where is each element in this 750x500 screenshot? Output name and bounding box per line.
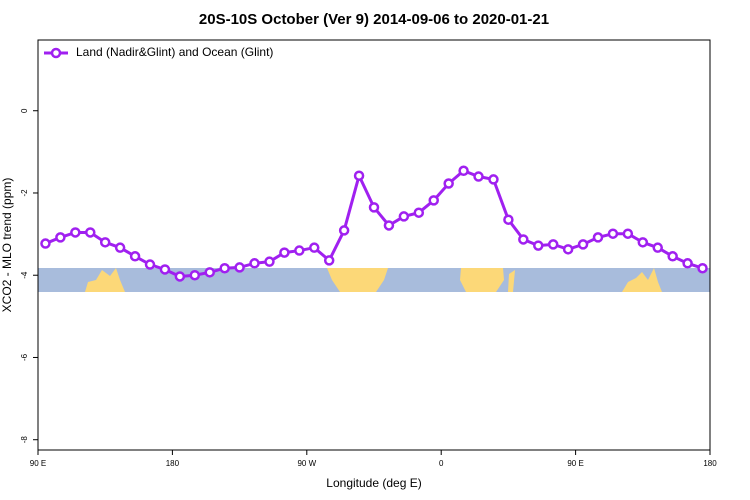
data-point <box>249 258 260 269</box>
plot-frame <box>37 39 711 451</box>
data-point <box>652 242 663 253</box>
data-point <box>398 211 410 222</box>
data-point <box>279 247 290 258</box>
data-point <box>533 240 544 251</box>
legend-label: Land (Nadir&Glint) and Ocean (Glint) <box>76 45 273 59</box>
data-point <box>174 271 186 282</box>
y-axis-label: XCO2 - MLO trend (ppm) <box>0 178 14 313</box>
data-point <box>413 207 425 218</box>
data-point <box>144 259 156 270</box>
data-point <box>682 258 693 269</box>
y-tick-label: -6 <box>20 353 29 361</box>
data-point <box>622 228 634 239</box>
data-point <box>99 237 111 248</box>
data-point <box>488 174 499 185</box>
data-point <box>577 239 589 250</box>
data-point <box>55 232 66 243</box>
x-tick-label: 90 E <box>30 459 46 468</box>
data-point <box>204 267 215 278</box>
x-tick-label: 0 <box>439 459 444 468</box>
data-point <box>70 227 81 238</box>
data-point <box>353 170 365 181</box>
data-point <box>562 244 574 255</box>
x-tick-label: 90 E <box>567 459 583 468</box>
x-axis-label: Longitude (deg E) <box>326 476 421 490</box>
data-point <box>129 251 141 262</box>
data-point <box>219 262 230 274</box>
data-point <box>189 269 201 281</box>
data-point <box>338 225 350 236</box>
x-tick-label: 180 <box>703 459 717 468</box>
y-tick-label: 0 <box>20 108 29 113</box>
legend: Land (Nadir&Glint) and Ocean (Glint) <box>44 45 273 59</box>
data-point <box>264 256 275 267</box>
data-point <box>697 262 708 274</box>
data-point <box>667 251 678 262</box>
data-point <box>503 214 514 225</box>
x-tick-label: 90 W <box>297 459 316 468</box>
data-point <box>637 237 649 248</box>
data-point <box>368 202 380 213</box>
y-tick-label: -4 <box>20 271 29 279</box>
data-point <box>428 195 439 206</box>
data-point <box>234 262 245 273</box>
series-line <box>44 169 704 278</box>
data-point <box>518 234 529 245</box>
data-point <box>547 239 559 250</box>
y-tick-label: -2 <box>20 189 29 197</box>
data-point <box>473 171 484 182</box>
data-point <box>607 228 619 239</box>
legend-marker <box>50 47 62 59</box>
map-strip <box>38 268 710 292</box>
data-point <box>40 238 51 249</box>
data-point <box>114 242 126 253</box>
data-point <box>294 245 305 256</box>
data-point <box>443 178 454 189</box>
data-point <box>159 264 171 275</box>
data-point <box>323 255 335 266</box>
data-point <box>309 242 320 253</box>
data-point <box>383 220 395 231</box>
data-point <box>592 232 604 243</box>
data-point <box>85 227 96 238</box>
data-point <box>458 165 469 177</box>
chart-title: 20S-10S October (Ver 9) 2014-09-06 to 20… <box>199 11 549 28</box>
y-tick-label: -8 <box>20 436 29 444</box>
x-tick-label: 180 <box>166 459 180 468</box>
